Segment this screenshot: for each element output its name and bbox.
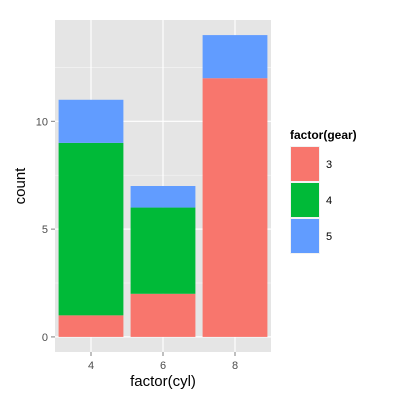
- legend-label-3: 3: [326, 159, 332, 171]
- bar-cyl-6-gear-5: [130, 186, 196, 208]
- legend-swatch-5: [291, 219, 319, 253]
- legend-swatch-3: [291, 147, 319, 181]
- legend-title: factor(gear): [290, 128, 357, 142]
- bar-cyl-4-gear-4: [58, 142, 124, 316]
- x-tick-label-8: 8: [232, 360, 238, 372]
- y-axis: 0 5 10: [36, 116, 55, 344]
- y-tick-label-2: 10: [36, 116, 48, 128]
- y-tick-label-0: 0: [42, 332, 48, 344]
- y-axis-title: count: [12, 167, 29, 205]
- legend-label-4: 4: [326, 195, 332, 207]
- legend: factor(gear) 3 4 5: [290, 128, 357, 254]
- x-tick-label-4: 4: [88, 360, 94, 372]
- bar-cyl-8-gear-5: [202, 35, 268, 79]
- legend-keys: 3 4 5: [290, 146, 332, 254]
- bar-cyl-8-gear-3: [202, 78, 268, 337]
- bar-cyl-6-gear-4: [130, 207, 196, 294]
- x-axis: 4 6 8: [88, 352, 238, 372]
- bar-cyl-6-gear-3: [130, 293, 196, 337]
- x-axis-title: factor(cyl): [130, 373, 196, 390]
- bar-cyl-4-gear-3: [58, 315, 124, 337]
- legend-swatch-4: [291, 183, 319, 217]
- y-tick-label-1: 5: [42, 224, 48, 236]
- x-tick-label-6: 6: [160, 360, 166, 372]
- bar-cyl-4-gear-5: [58, 99, 124, 143]
- bars: [58, 35, 268, 337]
- legend-label-5: 5: [326, 231, 332, 243]
